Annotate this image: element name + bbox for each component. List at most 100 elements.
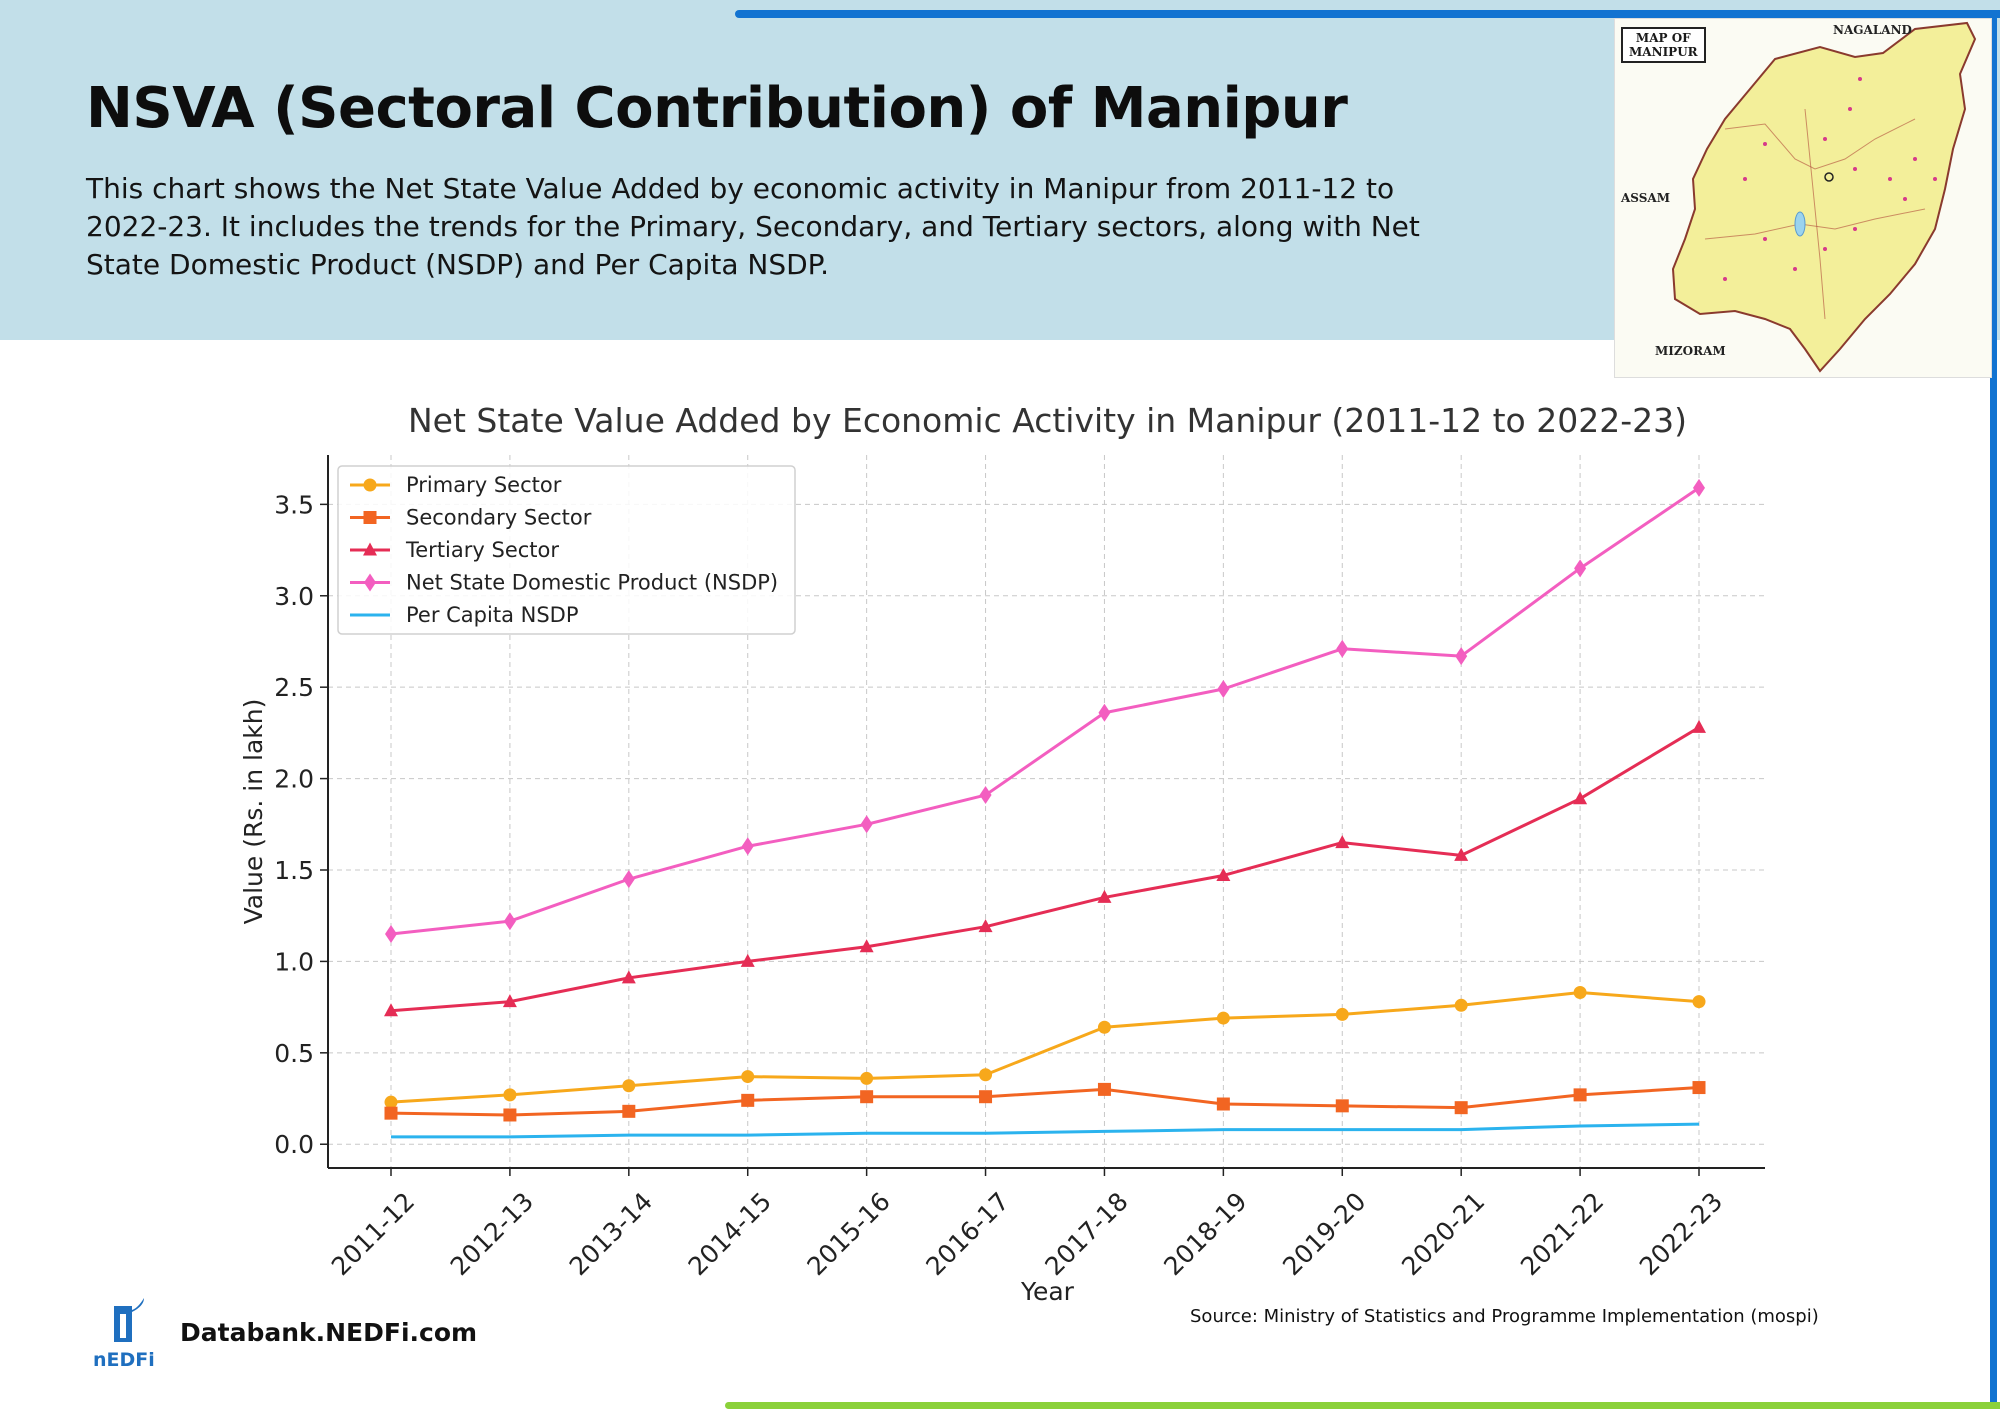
bottom-accent-stripe bbox=[725, 1402, 2000, 1409]
x-tick-label: 2011-12 bbox=[326, 1187, 420, 1281]
data-point bbox=[860, 1090, 874, 1104]
x-tick-label: 2020-21 bbox=[1396, 1187, 1490, 1281]
data-point bbox=[1455, 647, 1468, 666]
data-point bbox=[1217, 680, 1230, 699]
x-tick-label: 2014-15 bbox=[683, 1187, 777, 1281]
data-point bbox=[384, 1106, 398, 1120]
data-point bbox=[384, 1095, 398, 1109]
data-point bbox=[1454, 998, 1468, 1012]
data-point bbox=[502, 994, 517, 1008]
data-point bbox=[741, 837, 754, 856]
top-accent-stripe bbox=[735, 10, 2000, 18]
y-tick-label: 3.0 bbox=[274, 582, 314, 611]
series-line-tertiary-sector bbox=[390, 726, 1700, 1013]
legend-marker bbox=[363, 511, 377, 524]
data-point bbox=[385, 924, 397, 943]
x-tick-label: 2017-18 bbox=[1039, 1187, 1133, 1281]
data-point bbox=[979, 1090, 993, 1104]
right-accent-stripe bbox=[1990, 14, 1997, 1409]
x-tick-label: 2021-22 bbox=[1515, 1187, 1609, 1281]
y-tick-label: 0.0 bbox=[274, 1130, 314, 1159]
footer-source: Source: Ministry of Statistics and Progr… bbox=[1190, 1306, 1819, 1327]
data-point bbox=[622, 870, 635, 889]
data-point bbox=[384, 1003, 398, 1017]
map-label-mizoram: MIZORAM bbox=[1655, 344, 1726, 358]
series-line-primary-sector bbox=[390, 990, 1700, 1104]
data-point bbox=[1335, 1099, 1349, 1113]
x-tick-label: 2018-19 bbox=[1158, 1187, 1252, 1281]
data-point bbox=[1454, 847, 1469, 861]
y-tick-label: 1.0 bbox=[274, 947, 314, 976]
data-point bbox=[859, 939, 874, 953]
manipur-map-shape bbox=[1671, 21, 1977, 373]
data-point bbox=[1574, 559, 1587, 578]
data-point bbox=[621, 970, 636, 984]
data-point bbox=[1216, 867, 1231, 881]
data-point bbox=[1573, 1088, 1587, 1102]
legend-marker bbox=[364, 573, 376, 592]
data-point bbox=[1573, 791, 1588, 805]
series-line-net-state-domestic-product-nsdp bbox=[390, 486, 1700, 936]
footer-site-link[interactable]: Databank.NEDFi.com bbox=[180, 1318, 478, 1347]
x-tick-label: 2019-20 bbox=[1277, 1187, 1371, 1281]
nedfi-logo-icon: nEDFi bbox=[93, 1298, 155, 1370]
data-point bbox=[1098, 703, 1111, 722]
data-point bbox=[503, 1088, 517, 1102]
data-point bbox=[622, 1104, 636, 1118]
data-point bbox=[1693, 478, 1705, 497]
data-point bbox=[503, 1108, 517, 1122]
logo-text: nEDFi bbox=[93, 1349, 155, 1370]
y-tick-label: 0.5 bbox=[274, 1039, 314, 1068]
legend-label: Secondary Sector bbox=[406, 506, 592, 530]
y-tick-label: 3.5 bbox=[274, 490, 314, 519]
series-line-secondary-sector bbox=[390, 1086, 1700, 1117]
data-point bbox=[979, 786, 992, 805]
data-point bbox=[1573, 985, 1587, 999]
legend-box bbox=[337, 465, 796, 635]
y-axis-label: Value (Rs. in lakh) bbox=[239, 699, 268, 925]
data-point bbox=[860, 815, 873, 834]
x-axis-label: Year bbox=[1020, 1277, 1075, 1306]
legend-label: Net State Domestic Product (NSDP) bbox=[406, 571, 778, 595]
data-point bbox=[1692, 995, 1706, 1009]
series-line-per-capita-nsdp bbox=[391, 1122, 1700, 1139]
map-caption: MAP OF MANIPUR bbox=[1621, 27, 1706, 63]
data-point bbox=[860, 1071, 874, 1085]
y-tick-label: 2.0 bbox=[274, 765, 314, 794]
y-tick-label: 2.5 bbox=[274, 673, 314, 702]
data-point bbox=[1454, 1101, 1468, 1115]
map-label-assam: ASSAM bbox=[1621, 191, 1670, 205]
data-point bbox=[1335, 835, 1350, 849]
data-point bbox=[1692, 719, 1706, 733]
line-chart: 0.0 0.5 1.0 1.5 2.0 2.5 3.0 3.5 2011-12 2012-13 20… bbox=[239, 401, 1765, 1306]
x-tick-label: 2015-16 bbox=[802, 1187, 896, 1281]
data-point bbox=[741, 1070, 755, 1084]
legend-marker bbox=[363, 478, 377, 492]
y-tick-label: 1.5 bbox=[274, 856, 314, 885]
manipur-map: MAP OF MANIPUR NAGALAND ASSAM MIZORAM bbox=[1614, 18, 1992, 378]
data-point bbox=[1335, 1007, 1349, 1021]
legend-marker bbox=[363, 542, 377, 556]
map-label-nagaland: NAGALAND bbox=[1833, 23, 1912, 37]
data-point bbox=[1692, 1081, 1706, 1095]
data-point bbox=[1097, 889, 1112, 903]
data-point bbox=[1336, 639, 1349, 658]
x-tick-label: 2013-14 bbox=[564, 1187, 658, 1281]
data-point bbox=[1216, 1011, 1230, 1025]
legend-label: Primary Sector bbox=[406, 473, 562, 497]
data-point bbox=[1097, 1020, 1111, 1034]
page-title: NSVA (Sectoral Contribution) of Manipur bbox=[86, 76, 1348, 141]
legend-label: Tertiary Sector bbox=[405, 538, 559, 562]
data-point bbox=[1097, 1082, 1111, 1096]
chart-title: Net State Value Added by Economic Activi… bbox=[408, 401, 1687, 440]
x-tick-label: 2012-13 bbox=[445, 1187, 539, 1281]
data-point bbox=[1216, 1097, 1230, 1111]
data-point bbox=[622, 1079, 636, 1093]
x-tick-label: 2016-17 bbox=[920, 1187, 1014, 1281]
page-description: This chart shows the Net State Value Add… bbox=[86, 172, 1420, 281]
data-point bbox=[740, 953, 755, 967]
legend-label: Per Capita NSDP bbox=[406, 603, 579, 627]
x-tick-label: 2022-23 bbox=[1634, 1187, 1728, 1281]
data-point bbox=[979, 1068, 993, 1082]
data-point bbox=[741, 1093, 755, 1107]
